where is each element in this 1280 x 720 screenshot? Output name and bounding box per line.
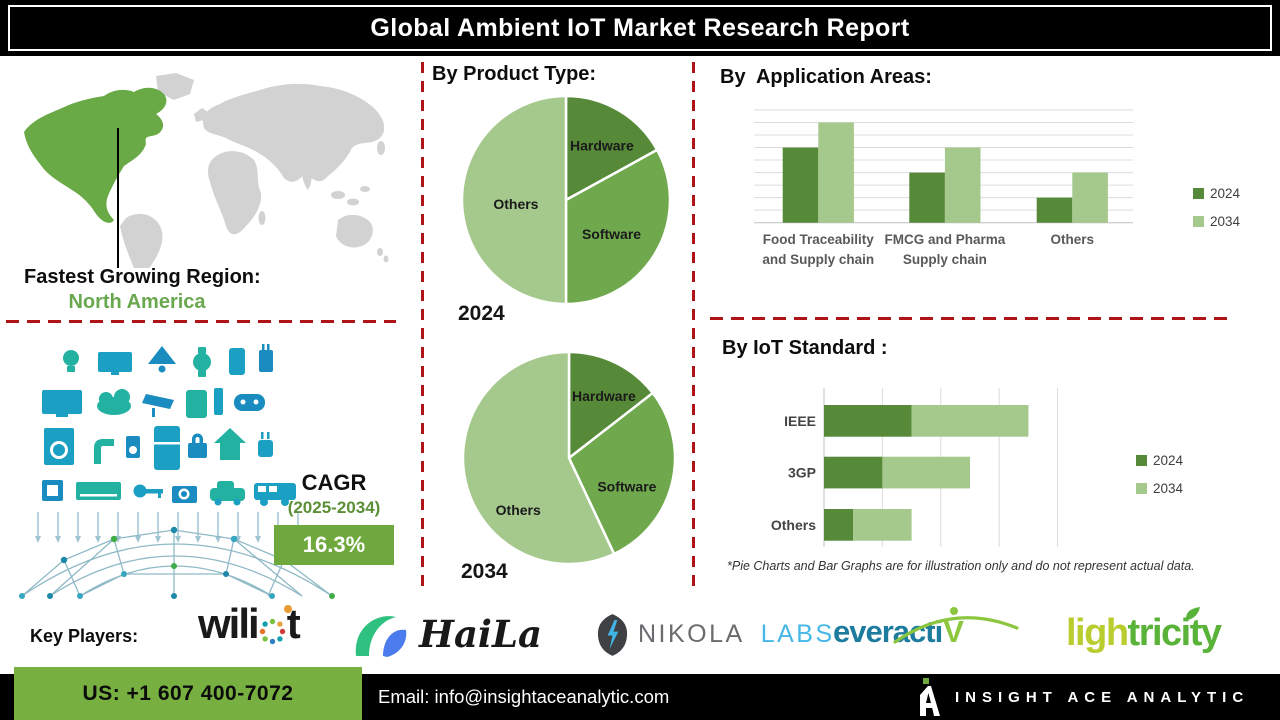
svg-text:Others: Others — [771, 517, 816, 533]
svg-text:2034: 2034 — [1210, 214, 1241, 229]
lightricity-logo: ligh tricity — [1066, 607, 1222, 655]
haila-logo: HaiLa — [350, 610, 542, 658]
svg-text:IEEE: IEEE — [784, 413, 816, 429]
insight-ace-text: INSIGHT ACE ANALYTIC — [955, 688, 1250, 706]
lightricity-text-post: tricity — [1127, 612, 1222, 654]
fastest-growing-label: Fastest Growing Region: — [24, 266, 261, 288]
svg-text:2024: 2024 — [1153, 453, 1184, 468]
svg-text:Supply chain: Supply chain — [903, 252, 987, 267]
nikola-labs-logo: NIKOLA LABS — [596, 612, 835, 657]
cagr-value-box: 16.3% — [274, 525, 394, 565]
svg-text:Hardware: Hardware — [572, 388, 636, 404]
nikola-labs-text: LABS — [760, 620, 835, 648]
application-areas-bar-chart: Food Traceability and Supply chain FMCG an… — [754, 109, 1241, 267]
pie-2024-year-label: 2024 — [458, 302, 505, 325]
wiliot-text-pre: wili — [198, 600, 260, 647]
divider-dashed-horizontal-left — [6, 320, 396, 323]
report-title: Global Ambient IoT Market Research Repor… — [370, 13, 910, 42]
cagr-block: CAGR (2025-2034) 16.3% — [268, 470, 400, 565]
fastest-growing-value: North America — [68, 291, 206, 313]
svg-text:and Supply chain: and Supply chain — [762, 252, 874, 267]
svg-text:Others: Others — [496, 502, 541, 518]
haila-text: HaiLa — [419, 612, 542, 656]
everactiv-text: everacti — [833, 614, 943, 649]
phone-box: US: +1 607 400-7072 — [14, 667, 362, 720]
svg-text:Others: Others — [493, 196, 538, 212]
report-title-border: Global Ambient IoT Market Research Repor… — [8, 5, 1272, 51]
disclaimer-footnote: *Pie Charts and Bar Graphs are for illus… — [727, 559, 1195, 573]
section-heading-application-areas: By Application Areas: — [720, 66, 932, 88]
pie-chart-2034: Hardware Software Others — [461, 350, 677, 566]
cagr-period: (2025-2034) — [287, 498, 381, 517]
nikola-text: NIKOLA — [638, 620, 745, 648]
insight-ace-logo: INSIGHT ACE ANALYTIC — [916, 674, 1249, 720]
cagr-title: CAGR — [301, 470, 367, 495]
wiliot-logo: wili t — [198, 600, 301, 648]
wiliot-dot-icon — [284, 605, 292, 613]
svg-text:FMCG and Pharma: FMCG and Pharma — [885, 232, 1006, 247]
key-players-label: Key Players: — [30, 626, 139, 646]
section-heading-iot-standard: By IoT Standard : — [722, 337, 888, 359]
svg-text:2034: 2034 — [1153, 481, 1184, 496]
svg-text:Food Traceability: Food Traceability — [763, 232, 875, 247]
svg-text:Software: Software — [597, 478, 656, 494]
lightricity-text-pre: ligh — [1066, 612, 1129, 654]
pie-2034-year-label: 2034 — [461, 560, 508, 583]
wiliot-o-icon — [259, 618, 285, 644]
lightricity-leaf-icon — [1185, 607, 1200, 620]
svg-text:Hardware: Hardware — [570, 138, 634, 154]
svg-text:Others: Others — [1051, 232, 1095, 247]
nikola-shield-icon — [597, 614, 628, 656]
iot-standard-bar-chart: IEEE 3GP Others 2024 2034 — [771, 388, 1184, 547]
svg-text:2024: 2024 — [1210, 186, 1241, 201]
insight-ace-icon — [920, 678, 940, 716]
email-text: Email: info@insightaceanalytic.com — [378, 686, 670, 707]
divider-dashed-horizontal-right — [710, 317, 1232, 320]
svg-text:3GP: 3GP — [788, 465, 816, 481]
haila-arc-icon — [355, 616, 407, 657]
report-title-bar: Global Ambient IoT Market Research Repor… — [0, 0, 1280, 56]
everactiv-logo: everacti V — [833, 614, 1019, 650]
region-pointer-line — [117, 128, 119, 268]
section-heading-product-type: By Product Type: — [432, 63, 597, 85]
divider-dashed-vertical-left — [421, 62, 424, 592]
world-map — [24, 73, 389, 268]
iot-devices-illustration — [19, 344, 335, 599]
divider-dashed-vertical-right — [692, 62, 695, 592]
pie-chart-2024: Hardware Software Others — [460, 94, 672, 306]
svg-text:Software: Software — [582, 226, 641, 242]
everactiv-v: V — [943, 614, 964, 649]
